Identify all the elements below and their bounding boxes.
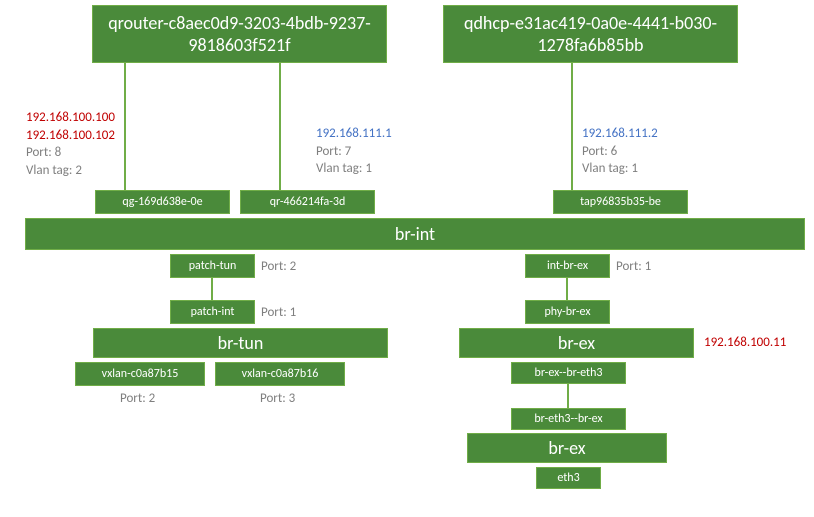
l9-line-0: Port: 3 (260, 390, 295, 408)
brexeth3-label: br-ex--br-eth3 (535, 366, 603, 381)
tap-label: tap96835b35-be (580, 195, 661, 210)
breth3ex-label: br-eth3--br-ex (534, 412, 602, 427)
brint-box: br-int (25, 218, 805, 250)
qdhcp-box: qdhcp-e31ac419-0a0e-4441-b030-1278fa6b85… (443, 5, 738, 63)
l4-label-group: Port: 2 (261, 258, 296, 276)
l7-label-group: 192.168.100.11 (704, 334, 786, 352)
brex2-label: br-ex (548, 437, 585, 460)
l3-line-0: 192.168.111.2 (582, 125, 658, 143)
breth3ex-box: br-eth3--br-ex (511, 408, 626, 430)
l1-line-1: 192.168.100.102 (26, 127, 115, 145)
patchtun-box: patch-tun (170, 254, 255, 278)
intbrex-label: int-br-ex (547, 259, 588, 274)
tap-box: tap96835b35-be (553, 190, 688, 214)
l8-line-0: Port: 2 (120, 390, 155, 408)
vxlan1-label: vxlan-c0a87b15 (102, 367, 179, 382)
vxlan2-label: vxlan-c0a87b16 (242, 367, 319, 382)
l2-line-0: 192.168.111.1 (316, 125, 392, 143)
l1-line-0: 192.168.100.100 (26, 109, 115, 127)
qr-label: qr-466214fa-3d (270, 195, 346, 210)
patchint-label: patch-int (191, 305, 235, 320)
eth3-label: eth3 (557, 471, 579, 486)
l3-line-2: Vlan tag: 1 (582, 160, 658, 178)
phybrex-label: phy-br-ex (544, 305, 590, 320)
qg-label: qg-169d638e-0e (122, 195, 202, 210)
brtun-label: br-tun (218, 332, 264, 355)
intbrex-box: int-br-ex (525, 254, 610, 278)
l5-line-0: Port: 1 (616, 258, 651, 276)
l9-label-group: Port: 3 (260, 390, 295, 408)
brex1-label: br-ex (558, 332, 595, 355)
patchint-box: patch-int (170, 300, 255, 324)
l3-line-1: Port: 6 (582, 143, 658, 161)
l1-line-3: Vlan tag: 2 (26, 162, 115, 180)
qr-box: qr-466214fa-3d (240, 190, 375, 214)
l1-line-2: Port: 8 (26, 144, 115, 162)
l1-label-group: 192.168.100.100192.168.100.102Port: 8Vla… (26, 109, 115, 179)
qg-box: qg-169d638e-0e (95, 190, 230, 214)
brex1-box: br-ex (459, 328, 694, 358)
vxlan1-box: vxlan-c0a87b15 (75, 362, 205, 386)
l6-line-0: Port: 1 (261, 304, 296, 322)
l2-label-group: 192.168.111.1Port: 7Vlan tag: 1 (316, 125, 392, 178)
l3-label-group: 192.168.111.2Port: 6Vlan tag: 1 (582, 125, 658, 178)
eth3-box: eth3 (536, 467, 601, 489)
brtun-box: br-tun (93, 328, 388, 358)
l8-label-group: Port: 2 (120, 390, 155, 408)
phybrex-box: phy-br-ex (525, 300, 610, 324)
l4-line-0: Port: 2 (261, 258, 296, 276)
brint-label: br-int (395, 223, 435, 246)
l2-line-2: Vlan tag: 1 (316, 160, 392, 178)
l6-label-group: Port: 1 (261, 304, 296, 322)
vxlan2-box: vxlan-c0a87b16 (215, 362, 345, 386)
brexeth3-box: br-ex--br-eth3 (511, 362, 626, 384)
patchtun-label: patch-tun (189, 259, 237, 274)
l2-line-1: Port: 7 (316, 143, 392, 161)
qdhcp-label: qdhcp-e31ac419-0a0e-4441-b030-1278fa6b85… (444, 12, 737, 57)
l5-label-group: Port: 1 (616, 258, 651, 276)
brex2-box: br-ex (467, 433, 667, 463)
l7-line-0: 192.168.100.11 (704, 334, 786, 352)
qrouter-label: qrouter-c8aec0d9-3203-4bdb-9237-9818603f… (93, 12, 386, 57)
qrouter-box: qrouter-c8aec0d9-3203-4bdb-9237-9818603f… (92, 5, 387, 63)
